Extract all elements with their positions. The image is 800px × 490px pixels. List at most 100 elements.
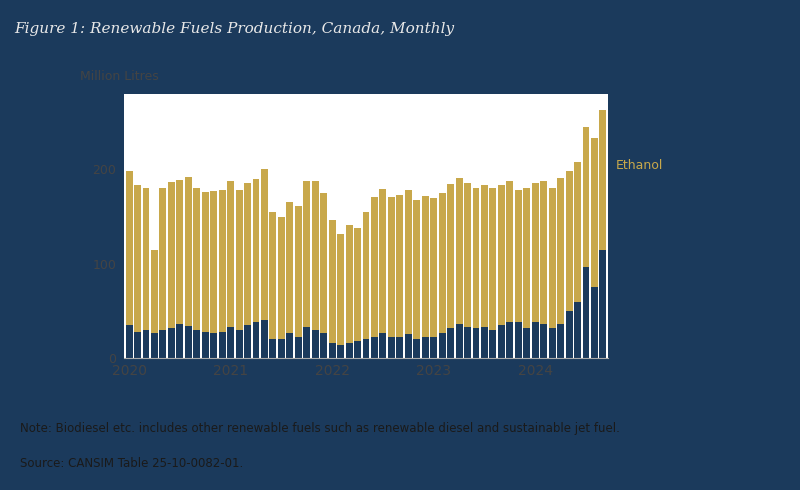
- Bar: [456, 324, 462, 358]
- Bar: [320, 193, 327, 333]
- Bar: [523, 188, 530, 328]
- Bar: [210, 333, 217, 358]
- Bar: [176, 324, 183, 358]
- Bar: [557, 178, 564, 324]
- Bar: [371, 337, 378, 358]
- Bar: [456, 178, 462, 324]
- Bar: [414, 340, 420, 358]
- Bar: [388, 337, 395, 358]
- Bar: [447, 328, 454, 358]
- Bar: [329, 343, 336, 358]
- Bar: [320, 333, 327, 358]
- Bar: [168, 182, 175, 328]
- Bar: [168, 328, 175, 358]
- Bar: [422, 338, 429, 358]
- Bar: [566, 171, 573, 311]
- Bar: [278, 217, 285, 340]
- Bar: [430, 338, 437, 358]
- Bar: [329, 220, 336, 343]
- Bar: [337, 345, 344, 358]
- Bar: [244, 183, 251, 325]
- Bar: [354, 228, 361, 341]
- Bar: [278, 340, 285, 358]
- Bar: [422, 196, 429, 338]
- Bar: [295, 206, 302, 337]
- Bar: [591, 288, 598, 358]
- Bar: [236, 190, 242, 330]
- Bar: [447, 184, 454, 328]
- Bar: [481, 185, 488, 327]
- Bar: [185, 326, 192, 358]
- Bar: [515, 322, 522, 358]
- Bar: [379, 189, 386, 333]
- Bar: [498, 325, 505, 358]
- Bar: [261, 170, 268, 320]
- Text: Million Litres: Million Litres: [81, 70, 159, 83]
- Bar: [227, 327, 234, 358]
- Bar: [532, 322, 538, 358]
- Bar: [473, 188, 479, 328]
- Bar: [253, 179, 259, 322]
- Bar: [134, 332, 141, 358]
- Bar: [566, 311, 573, 358]
- Bar: [362, 212, 370, 340]
- Bar: [490, 188, 496, 330]
- Bar: [354, 341, 361, 358]
- Text: Ethanol: Ethanol: [616, 159, 663, 172]
- Bar: [464, 327, 471, 358]
- Text: Biodiesel etc.: Biodiesel etc.: [616, 311, 700, 323]
- Bar: [557, 324, 564, 358]
- Bar: [253, 322, 259, 358]
- Bar: [286, 333, 294, 358]
- Bar: [591, 138, 598, 288]
- Bar: [473, 328, 479, 358]
- Bar: [532, 183, 538, 322]
- Bar: [599, 249, 606, 358]
- Bar: [582, 267, 590, 358]
- Bar: [303, 181, 310, 327]
- Bar: [414, 199, 420, 340]
- Bar: [574, 301, 581, 358]
- Bar: [185, 177, 192, 326]
- Bar: [464, 183, 471, 327]
- Bar: [549, 188, 556, 328]
- Bar: [337, 234, 344, 345]
- Bar: [151, 249, 158, 333]
- Bar: [134, 185, 141, 332]
- Bar: [549, 328, 556, 358]
- Bar: [142, 330, 150, 358]
- Bar: [438, 193, 446, 333]
- Bar: [151, 333, 158, 358]
- Bar: [261, 320, 268, 358]
- Bar: [396, 195, 403, 337]
- Bar: [371, 196, 378, 337]
- Bar: [312, 330, 318, 358]
- Bar: [236, 330, 242, 358]
- Bar: [405, 334, 412, 358]
- Bar: [346, 225, 353, 343]
- Bar: [270, 212, 276, 340]
- Bar: [379, 333, 386, 358]
- Bar: [286, 202, 294, 333]
- Bar: [506, 322, 514, 358]
- Bar: [126, 325, 133, 358]
- Bar: [218, 332, 226, 358]
- Bar: [159, 188, 166, 330]
- Bar: [194, 188, 200, 330]
- Bar: [142, 188, 150, 330]
- Bar: [270, 340, 276, 358]
- Bar: [312, 181, 318, 330]
- Text: Note: Biodiesel etc. includes other renewable fuels such as renewable diesel and: Note: Biodiesel etc. includes other rene…: [20, 422, 620, 435]
- Bar: [490, 330, 496, 358]
- Bar: [303, 327, 310, 358]
- Bar: [396, 337, 403, 358]
- Bar: [599, 110, 606, 249]
- Bar: [523, 328, 530, 358]
- Bar: [574, 162, 581, 301]
- Bar: [481, 327, 488, 358]
- Bar: [388, 196, 395, 337]
- Bar: [506, 181, 514, 322]
- Bar: [126, 171, 133, 325]
- Bar: [362, 340, 370, 358]
- Bar: [405, 190, 412, 334]
